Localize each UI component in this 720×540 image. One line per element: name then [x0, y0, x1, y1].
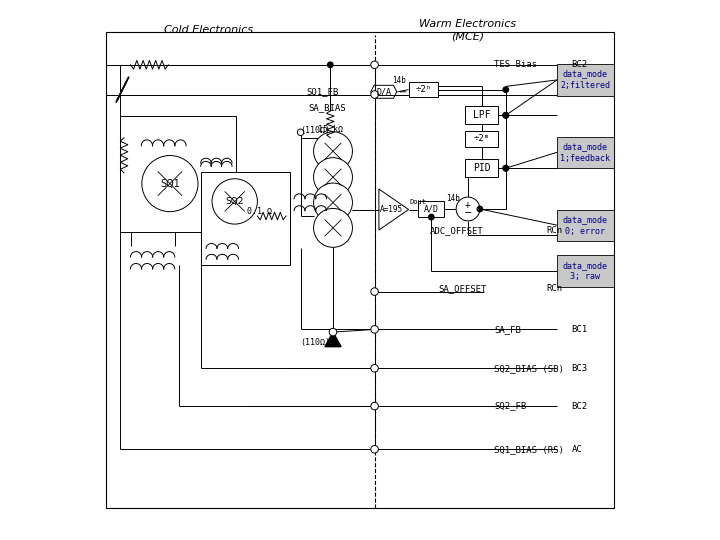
Circle shape [142, 156, 198, 212]
Circle shape [329, 328, 337, 336]
Text: data_mode
3; raw: data_mode 3; raw [563, 261, 608, 281]
Bar [107, 32, 613, 508]
Text: SA_FB: SA_FB [494, 325, 521, 334]
Bar [120, 116, 236, 232]
Circle shape [503, 165, 508, 171]
Circle shape [314, 132, 353, 171]
Text: PID: PID [473, 163, 490, 173]
Circle shape [503, 113, 508, 118]
Text: (110Ω): (110Ω) [301, 339, 330, 347]
Text: SA_BIAS: SA_BIAS [309, 104, 346, 112]
Text: 15 kΩ: 15 kΩ [318, 125, 343, 134]
Text: BC3: BC3 [572, 364, 588, 373]
Text: +: + [465, 200, 471, 210]
Text: RCn: RCn [546, 284, 562, 293]
Circle shape [371, 364, 379, 372]
Text: A/D: A/D [424, 205, 438, 213]
Circle shape [503, 113, 508, 118]
Bar [465, 159, 498, 177]
Text: data_mode
2;filtered: data_mode 2;filtered [560, 70, 611, 90]
Text: RCn: RCn [546, 226, 562, 235]
Circle shape [297, 129, 304, 136]
Bar [557, 255, 613, 287]
Circle shape [371, 402, 379, 410]
Bar [409, 82, 438, 97]
Text: SA_OFFSET: SA_OFFSET [438, 284, 487, 293]
Polygon shape [325, 332, 341, 347]
Text: LPF: LPF [473, 110, 490, 120]
Circle shape [428, 214, 434, 220]
Text: Cold Electronics: Cold Electronics [164, 25, 253, 35]
Circle shape [314, 183, 353, 222]
Text: BC2: BC2 [572, 60, 588, 69]
Bar [201, 172, 289, 265]
Text: A=195: A=195 [379, 205, 403, 214]
Text: SQ2_BIAS (SB): SQ2_BIAS (SB) [494, 364, 564, 373]
Circle shape [503, 165, 508, 171]
Text: (MCE): (MCE) [451, 32, 485, 42]
Text: BC1: BC1 [572, 325, 588, 334]
Circle shape [371, 61, 379, 69]
Bar [557, 137, 613, 168]
Text: ÷2ⁿ: ÷2ⁿ [415, 85, 431, 94]
Text: Warm Electronics: Warm Electronics [420, 19, 516, 29]
Text: AC: AC [572, 445, 582, 454]
Text: 0.1 Ω: 0.1 Ω [246, 207, 271, 216]
Circle shape [371, 446, 379, 453]
Text: (110Ω): (110Ω) [301, 126, 330, 135]
Text: ÷2ᵐ: ÷2ᵐ [474, 134, 490, 143]
Text: D/A: D/A [377, 87, 391, 96]
Text: SQ2: SQ2 [225, 197, 244, 206]
Text: 14b: 14b [446, 194, 460, 202]
Circle shape [477, 206, 482, 212]
Text: SQ1_BIAS (RS): SQ1_BIAS (RS) [494, 445, 564, 454]
Text: SQ1: SQ1 [160, 179, 180, 188]
Text: BC2: BC2 [572, 402, 588, 410]
Text: −: − [464, 208, 472, 218]
Circle shape [371, 288, 379, 295]
Circle shape [456, 197, 480, 221]
Circle shape [328, 62, 333, 68]
Circle shape [314, 208, 353, 247]
Circle shape [314, 158, 353, 197]
Bar [557, 64, 613, 96]
Circle shape [371, 91, 379, 98]
Circle shape [212, 179, 258, 224]
Text: ADC_OFFSET: ADC_OFFSET [431, 226, 484, 235]
Text: SQ1_FB: SQ1_FB [306, 87, 338, 96]
Text: data_mode
0; error: data_mode 0; error [563, 215, 608, 235]
Circle shape [371, 326, 379, 333]
Circle shape [503, 87, 508, 92]
Text: TES Bias: TES Bias [494, 60, 537, 69]
Text: SQ2_FB: SQ2_FB [494, 402, 526, 410]
Text: data_mode
1;feedback: data_mode 1;feedback [560, 142, 611, 163]
Text: 14b: 14b [392, 76, 406, 85]
Text: Dout: Dout [409, 199, 426, 206]
Bar [465, 131, 498, 147]
Bar [557, 210, 613, 241]
Bar [418, 201, 444, 217]
Bar [465, 106, 498, 124]
